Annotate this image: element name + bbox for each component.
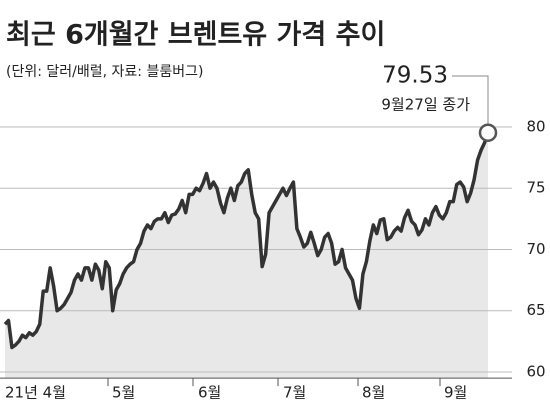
area (5, 132, 488, 379)
end-marker (478, 123, 498, 142)
x-tick-label: 6월 (198, 384, 221, 402)
end-value-label: 79.53 (382, 63, 448, 89)
y-tick-label: 75 (526, 179, 545, 197)
y-tick-label: 65 (526, 301, 545, 319)
line (3, 132, 490, 350)
x-tick-label: 21년 4월 (5, 384, 66, 402)
annotation: 9월27일 종가 (381, 96, 470, 114)
x-tick-label: 5월 (112, 384, 135, 402)
y-tick-label: 60 (526, 362, 545, 380)
chart-subtitle: (단위: 달러/배럴, 자료: 블룸버그) (6, 64, 203, 80)
x-tick-label: 7월 (283, 384, 306, 402)
leader-line (452, 75, 489, 124)
y-tick-label: 70 (526, 240, 545, 258)
chart-title: 최근 6개월간 브렌트유 가격 추이 (6, 20, 385, 51)
y-tick-label: 80 (526, 117, 545, 135)
x-tick-label: 9월 (444, 384, 467, 402)
x-tick-label: 8월 (362, 384, 385, 402)
